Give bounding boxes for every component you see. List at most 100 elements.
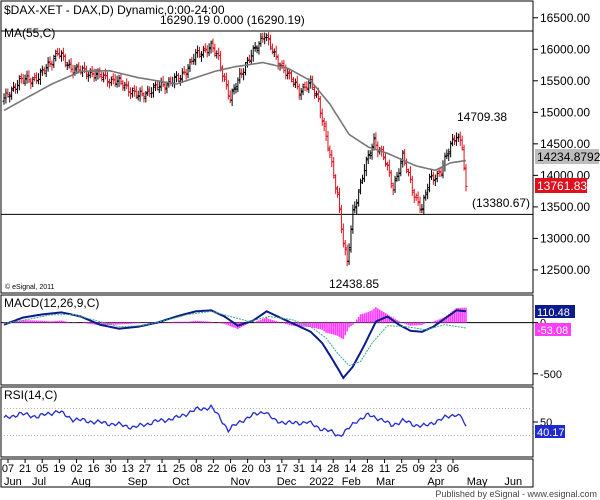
- price-bar: [8, 91, 12, 103]
- price-bar: [127, 81, 131, 97]
- price-bar: [209, 40, 213, 54]
- signal-line: [3, 310, 467, 367]
- price-y-tick-label: 12500.00: [540, 263, 590, 277]
- price-bar: [6, 88, 10, 98]
- price-y-ticks: 16500.00 16000.00 15500.00 15000.00 14500.00…: [533, 11, 590, 277]
- price-bar: [366, 150, 370, 164]
- price-bar: [176, 72, 180, 82]
- x-day-label: 02: [70, 463, 82, 475]
- price-y-tick-label: 16000.00: [540, 42, 590, 56]
- price-bar: [387, 159, 391, 177]
- price-bar: [332, 156, 336, 179]
- price-bar: [117, 74, 121, 88]
- price-bar: [44, 64, 48, 78]
- price-bar: [382, 145, 386, 161]
- x-day-label: 25: [396, 463, 408, 475]
- price-bar: [109, 76, 113, 86]
- annotation-support: (13380.67): [472, 196, 530, 210]
- x-day-label: 28: [327, 463, 339, 475]
- x-day-label: 08: [190, 463, 202, 475]
- x-month-label: Mar: [376, 476, 395, 488]
- price-bar: [203, 43, 207, 53]
- x-day-label: 14: [310, 463, 322, 475]
- price-bar: [336, 185, 340, 198]
- price-bar: [15, 80, 19, 94]
- ma-line: [3, 61, 467, 172]
- price-bar: [253, 42, 257, 52]
- price-bar: [144, 90, 148, 103]
- price-bar: [111, 73, 115, 85]
- price-bar: [267, 32, 271, 46]
- price-header-values: 16290.19 0.000 (16290.19): [160, 13, 305, 27]
- x-day-label: 20: [241, 463, 253, 475]
- price-bar: [50, 60, 54, 71]
- price-bar: [462, 144, 466, 171]
- price-bar: [247, 54, 251, 64]
- price-bar: [431, 171, 435, 185]
- x-month-label: Jun: [4, 476, 22, 488]
- price-bar: [255, 45, 259, 54]
- price-bar: [313, 86, 317, 99]
- ma-value: 14234.8792: [537, 150, 600, 164]
- price-bar: [201, 45, 205, 58]
- x-day-label: 06: [224, 463, 236, 475]
- price-bar: [31, 76, 35, 88]
- price-bar: [460, 135, 464, 151]
- x-month-label: Oct: [172, 476, 189, 488]
- price-bar: [178, 74, 182, 86]
- x-day-label: 28: [361, 463, 373, 475]
- x-day-label: 21: [19, 463, 31, 475]
- price-bar: [270, 43, 274, 55]
- price-bar: [320, 108, 324, 126]
- price-bar: [364, 156, 368, 177]
- price-bar: [420, 204, 424, 214]
- price-bar: [393, 175, 397, 194]
- rsi-value-badge: [535, 425, 565, 438]
- price-bar: [288, 68, 292, 80]
- price-bar: [130, 87, 134, 98]
- price-bar: [232, 84, 236, 95]
- price-bar: [245, 56, 249, 68]
- price-bar: [359, 178, 363, 195]
- price-y-tick-label: 13000.00: [540, 231, 590, 245]
- price-bar: [240, 68, 244, 78]
- price-bar: [211, 38, 215, 53]
- macd-value-badge: [535, 305, 575, 318]
- price-bar: [121, 80, 125, 91]
- price-bar: [226, 80, 230, 100]
- price-bar: [63, 53, 67, 68]
- x-day-label: 31: [293, 463, 305, 475]
- price-bar: [318, 95, 322, 119]
- price-bar: [213, 43, 217, 57]
- price-bar: [60, 50, 64, 62]
- x-axis-ticks: 07 21 05 19 02 16 30 13 27 11 25 08 22 06 20 03 17 31 14 28…: [2, 459, 522, 488]
- price-bar: [238, 67, 242, 84]
- rsi-title: RSI(14,C): [4, 388, 57, 402]
- price-bar: [27, 70, 31, 84]
- price-bar: [61, 47, 65, 61]
- x-day-label: 22: [207, 463, 219, 475]
- ma-value-badge: [535, 149, 599, 164]
- price-bar: [291, 77, 295, 88]
- price-panel: [0, 0, 534, 294]
- price-bar: [299, 87, 303, 101]
- x-day-label: 05: [36, 463, 48, 475]
- price-y-tick-label: 15000.00: [540, 105, 590, 119]
- price-bar: [290, 69, 294, 83]
- price-bar: [368, 150, 372, 160]
- price-bar: [29, 77, 33, 89]
- price-bar: [464, 164, 468, 192]
- price-bar: [125, 78, 129, 90]
- footer-publisher: Published by eSignal - www.esignal.com: [435, 489, 597, 499]
- price-bar: [33, 72, 37, 82]
- price-bar: [184, 69, 188, 80]
- price-bar: [274, 45, 278, 60]
- price-bar: [286, 68, 290, 80]
- price-bar: [416, 191, 420, 206]
- x-day-label: 17: [276, 463, 288, 475]
- x-month-label: Aug: [71, 476, 91, 488]
- copyright-text: © eSignal, 2011: [5, 283, 55, 291]
- price-bar: [301, 83, 305, 96]
- price-bar: [222, 73, 226, 82]
